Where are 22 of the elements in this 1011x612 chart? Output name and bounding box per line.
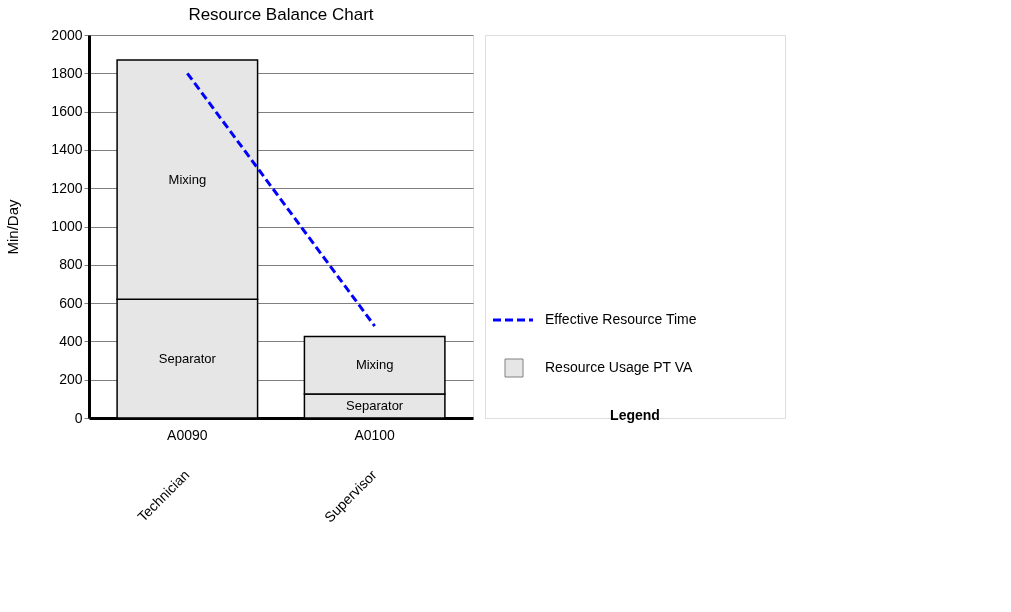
legend-label: Effective Resource Time	[545, 311, 697, 327]
y-tick-label: 1000	[51, 218, 83, 234]
y-tick-label: 1600	[51, 103, 83, 120]
y-tick-label: 1400	[51, 141, 83, 158]
y-tick-label: 2000	[51, 26, 83, 43]
chart-title: Resource Balance Chart	[188, 5, 374, 24]
x-tick-label: A0090	[167, 426, 208, 443]
y-tick-label: 1800	[51, 64, 83, 81]
data-label: Mixing	[168, 171, 207, 187]
x-tick-label: A0100	[354, 426, 396, 443]
y-tick-label: 200	[59, 371, 83, 388]
y-tick-label: 0	[74, 409, 83, 426]
y-tick-label: 800	[59, 256, 83, 273]
y-tick-label: 1200	[51, 179, 83, 196]
y-tick-label: 600	[59, 294, 83, 311]
legend-label: Resource Usage PT VA	[545, 359, 693, 375]
legend-title: Legend	[610, 407, 660, 423]
data-label: Separator	[158, 350, 217, 366]
y-axis-title: Min/Day	[4, 199, 22, 255]
y-tick-label: 400	[59, 332, 83, 349]
data-label: Mixing	[355, 357, 394, 373]
data-label: Separator	[346, 398, 404, 414]
